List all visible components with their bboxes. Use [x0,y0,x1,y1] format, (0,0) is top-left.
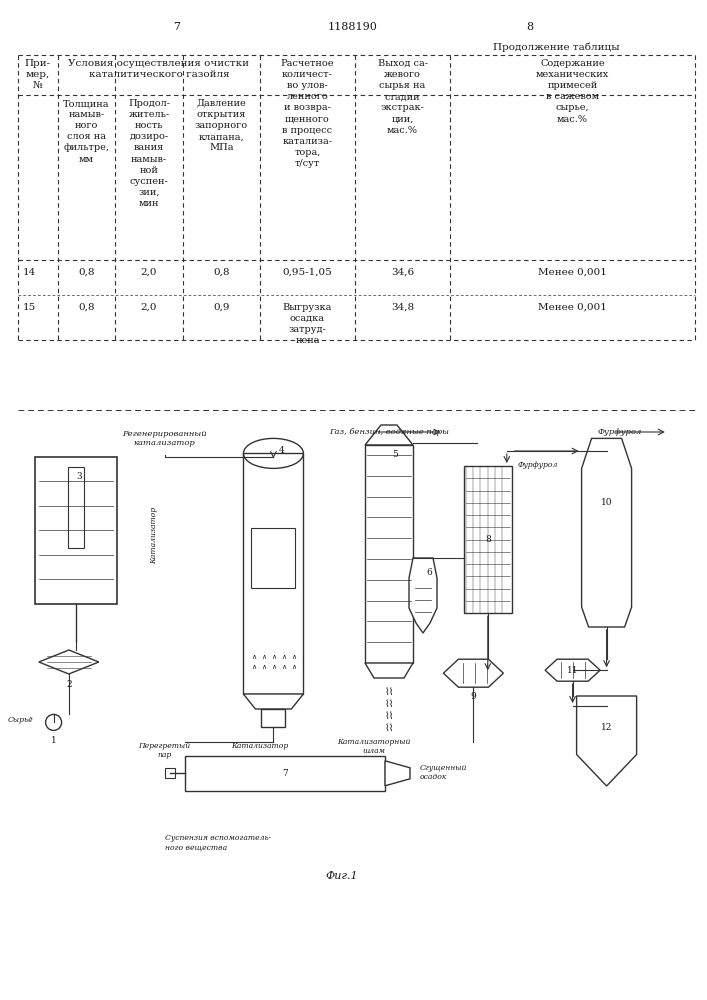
Bar [68,467,84,548]
Text: Выход са-
жевого
сырья на
стадии
экстрак-
ции,
мас.%: Выход са- жевого сырья на стадии экстрак… [378,59,428,135]
Text: Менее 0,001: Менее 0,001 [538,303,607,312]
Text: ⌇⌇: ⌇⌇ [384,700,394,710]
Bar [35,457,117,604]
Text: При-
мер,
№: При- мер, № [25,59,51,90]
Text: 15: 15 [23,303,36,312]
Text: Содержание
механических
примесей
в сажевом
сырье,
мас.%: Содержание механических примесей в сажев… [536,59,609,123]
Polygon shape [365,425,413,445]
Text: Условия осуществления очистки
каталитического газойля: Условия осуществления очистки каталитиче… [69,59,250,79]
Text: 7: 7 [282,769,288,778]
Text: ∧: ∧ [261,654,266,660]
Text: 8: 8 [485,535,491,544]
Text: Сгущенный
осадок: Сгущенный осадок [420,764,467,781]
Text: ∧: ∧ [291,654,296,660]
Text: 0,8: 0,8 [78,268,95,277]
Text: 0,95-1,05: 0,95-1,05 [283,268,332,277]
Bar [262,709,286,727]
Text: ∧: ∧ [291,664,296,670]
Text: 0,9: 0,9 [214,303,230,312]
Text: Толщина
намыв-
ного
слоя на
фильтре,
мм: Толщина намыв- ного слоя на фильтре, мм [63,99,110,163]
Text: ∧: ∧ [251,654,256,660]
Text: ⌇⌇: ⌇⌇ [384,724,394,734]
Text: ∧: ∧ [281,654,286,660]
Text: Катализаторный
шлам: Катализаторный шлам [337,738,411,755]
Text: 9: 9 [471,692,477,701]
Polygon shape [443,659,503,687]
Text: 0,8: 0,8 [78,303,95,312]
Bar [252,528,296,588]
Bar [165,768,175,778]
Text: ∧: ∧ [261,664,266,670]
Text: Фурфурол: Фурфурол [598,428,643,436]
Text: Расчетное
количест-
во улов-
ленного
и возвра-
щенного
в процесс
катализа-
тора,: Расчетное количест- во улов- ленного и в… [281,59,334,168]
Text: Продол-
житель-
ность
дозиро-
вания
намыв-
ной
суспен-
зии,
мин: Продол- житель- ность дозиро- вания намы… [128,99,170,208]
Text: ∧: ∧ [281,664,286,670]
Text: 7: 7 [173,22,180,32]
Text: 11: 11 [567,666,578,675]
Text: Продолжение таблицы: Продолжение таблицы [493,42,620,51]
Text: 3: 3 [76,472,82,481]
Text: ⌇⌇: ⌇⌇ [384,712,394,722]
Text: Фурфурол: Фурфурол [518,461,558,469]
Text: 14: 14 [23,268,36,277]
Circle shape [45,714,62,730]
Text: 12: 12 [601,723,612,732]
Polygon shape [545,659,600,681]
Text: ⌇⌇: ⌇⌇ [384,688,394,698]
Text: Регенерированный
катализатор: Регенерированный катализатор [122,430,207,447]
Polygon shape [409,558,437,633]
Text: Сырьё: Сырьё [8,716,34,724]
Text: Газ, бензин, водяные пары: Газ, бензин, водяные пары [329,428,449,436]
Text: 2,0: 2,0 [141,268,157,277]
Text: ∧: ∧ [271,654,276,660]
Text: 1: 1 [51,736,57,745]
Text: 5: 5 [392,450,398,459]
Polygon shape [243,694,303,709]
Text: 6: 6 [426,568,432,577]
Text: Перегретый
пар: Перегретый пар [139,742,191,759]
Text: Давление
открытия
запорного
клапана,
МПа: Давление открытия запорного клапана, МПа [195,99,248,152]
Text: 8: 8 [527,22,534,32]
Text: Фиг.1: Фиг.1 [325,871,358,881]
Polygon shape [365,663,413,678]
Polygon shape [39,650,99,674]
Ellipse shape [243,438,303,468]
Bar [365,445,413,663]
Text: 34,6: 34,6 [391,268,414,277]
Text: Выгрузка
осадка
затруд-
нена: Выгрузка осадка затруд- нена [283,303,332,345]
Text: 2,0: 2,0 [141,303,157,312]
Text: Менее 0,001: Менее 0,001 [538,268,607,277]
Text: Катализатор: Катализатор [231,742,288,750]
Polygon shape [385,761,410,786]
Text: 1188190: 1188190 [328,22,378,32]
Text: 2: 2 [66,680,71,689]
Bar [243,453,303,694]
Text: 4: 4 [279,446,284,455]
Text: 0,8: 0,8 [214,268,230,277]
Bar [464,466,512,613]
Polygon shape [577,696,636,786]
Text: 34,8: 34,8 [391,303,414,312]
Text: ∧: ∧ [251,664,256,670]
Text: 10: 10 [601,498,612,507]
Text: Суспензия вспомогатель-
ного вещества: Суспензия вспомогатель- ного вещества [165,834,271,851]
Bar [185,756,385,791]
Text: Катализатор: Катализатор [151,506,158,564]
Polygon shape [582,438,631,627]
Text: ∧: ∧ [271,664,276,670]
